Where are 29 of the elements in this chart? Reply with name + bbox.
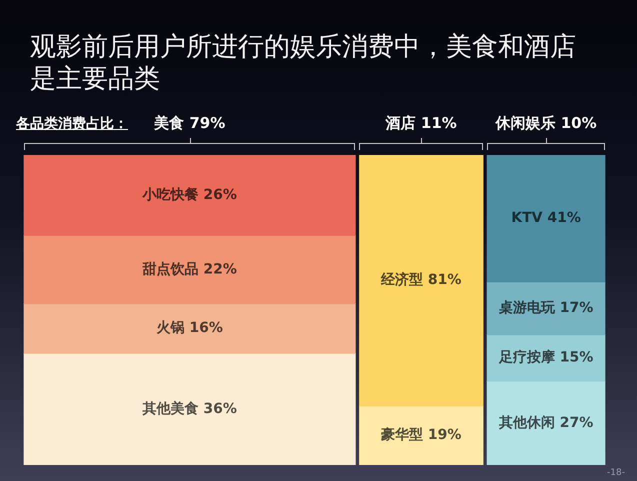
series-label: KTV: [511, 210, 543, 226]
series-label: 桌游电玩: [498, 300, 556, 316]
data-label: 41%: [547, 210, 581, 226]
text: 观影前后用户所进行的娱乐消费中，美食和酒店是主要品类: [30, 31, 577, 95]
text: 各品类消费占比：: [16, 115, 128, 133]
series-label: 小吃快餐: [142, 186, 199, 203]
data-label: 17%: [560, 300, 594, 316]
data-label: 16%: [189, 320, 223, 336]
data-label: 19%: [428, 427, 462, 444]
series-label: 经济型: [380, 271, 424, 288]
series-label: 甜点饮品: [142, 261, 199, 278]
category-label: 酒店: [384, 114, 416, 132]
data-label: 11%: [420, 114, 457, 132]
series-label: 其他美食: [142, 400, 199, 417]
data-label: 26%: [203, 186, 237, 203]
category-label: 休闲娱乐: [494, 114, 556, 132]
text: -18-: [607, 468, 625, 479]
series-label: 豪华型: [380, 427, 424, 444]
data-label: 79%: [189, 114, 226, 132]
data-label: 22%: [203, 261, 237, 278]
data-label: 15%: [560, 350, 594, 366]
data-label: 36%: [203, 400, 237, 417]
series-label: 足疗按摩: [498, 348, 556, 366]
category-label: 美食: [153, 114, 184, 132]
data-label: 10%: [560, 114, 597, 132]
series-label: 其他休闲: [498, 414, 555, 431]
data-label: 81%: [428, 272, 462, 288]
series-label: 火锅: [156, 320, 185, 336]
data-label: 27%: [560, 414, 594, 431]
